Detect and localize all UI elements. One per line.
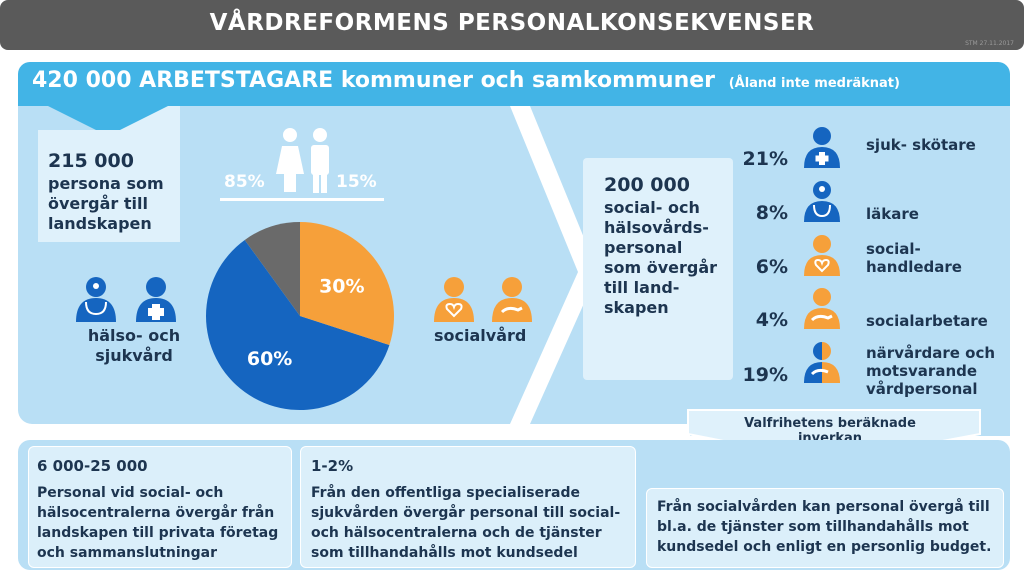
left-count-box [38, 130, 180, 242]
date-stamp: STM 27.11.2017 [965, 40, 1014, 47]
social-worker-icon [804, 288, 840, 329]
pie-chart: 60% 30% [205, 222, 394, 410]
female-icon [276, 128, 304, 192]
doctor-icon [804, 181, 840, 222]
hand-worker-icon [492, 277, 532, 322]
header-main: 420 000 ARBETSTAGARE kommuner och samkom… [32, 68, 716, 93]
right-count-box [583, 158, 733, 380]
left-count: 215 000 [48, 150, 134, 172]
gender-divider [220, 198, 384, 201]
bottom-box-1: 6 000-25 000 Personal vid social- och hä… [28, 446, 292, 568]
heart-worker-icon [434, 277, 474, 322]
category-pct-practical-nurse: 19% [742, 364, 788, 386]
social-icons [434, 277, 532, 322]
right-chevron-divider [510, 106, 598, 424]
pie-label-1: 30% [319, 276, 364, 298]
health-icons [76, 277, 176, 322]
header-text: 420 000 ARBETSTAGARE kommuner och samkom… [32, 68, 900, 93]
bottom-box-3: Från socialvården kan personal övergå ti… [646, 488, 1004, 568]
right-description: social- och hälsovårds- personal som öve… [604, 198, 718, 317]
nurse-icon [804, 127, 840, 168]
title-bar [0, 0, 1024, 50]
main-panel [18, 62, 1010, 424]
gender-icons [276, 128, 329, 193]
bottom-box-2: 1-2% Från den offentliga specialiserade … [300, 446, 636, 568]
category-label-social-counsellor: social- handledare [866, 240, 962, 276]
bottom-box-1-text: Personal vid social- och hälsocentralern… [37, 485, 279, 561]
pie-slice-2 [244, 222, 300, 316]
nurse-icon [136, 277, 176, 322]
category-label-doctor: läkare [866, 205, 919, 223]
bottom-box-2-text: Från den offentliga specialiserade sjukv… [311, 485, 621, 561]
category-icons [804, 127, 840, 383]
pie-slice-0 [205, 239, 390, 410]
right-count: 200 000 [604, 174, 690, 196]
category-label-practical-nurse: närvårdare och motsvarande vårdpersonal [866, 344, 996, 398]
pie-label-0: 60% [247, 348, 292, 370]
left-description: persona som övergår till landskapen [48, 174, 164, 233]
social-counsellor-icon [804, 235, 840, 276]
social-label: socialvård [434, 326, 527, 345]
bottom-box-1-title: 6 000-25 000 [37, 457, 148, 475]
category-label-social-worker: socialarbetare [866, 312, 988, 330]
header-band [18, 62, 1010, 106]
category-pct-nurse: 21% [742, 148, 788, 170]
header-note: (Åland inte medräknat) [728, 76, 900, 91]
category-label-nurse: sjuk- skötare [866, 136, 976, 154]
category-pct-social-worker: 4% [755, 309, 788, 331]
gender-female-pct: 85% [224, 172, 265, 192]
health-label: hälso- och sjukvård [87, 326, 181, 365]
practical-nurse-icon [804, 342, 840, 383]
gender-male-pct: 15% [336, 172, 377, 192]
page-title: VÅRDREFORMENS PERSONALKONSEKVENSER [209, 10, 815, 36]
header-down-arrow [48, 106, 168, 136]
category-pct-doctor: 8% [755, 202, 788, 224]
pie-slice-1 [300, 222, 394, 346]
male-icon [311, 128, 329, 193]
doctor-icon [76, 277, 116, 322]
bottom-box-2-title: 1-2% [311, 457, 354, 475]
category-pct-social-counsellor: 6% [755, 256, 788, 278]
bottom-box-3-text: Från socialvården kan personal övergå ti… [657, 499, 992, 555]
